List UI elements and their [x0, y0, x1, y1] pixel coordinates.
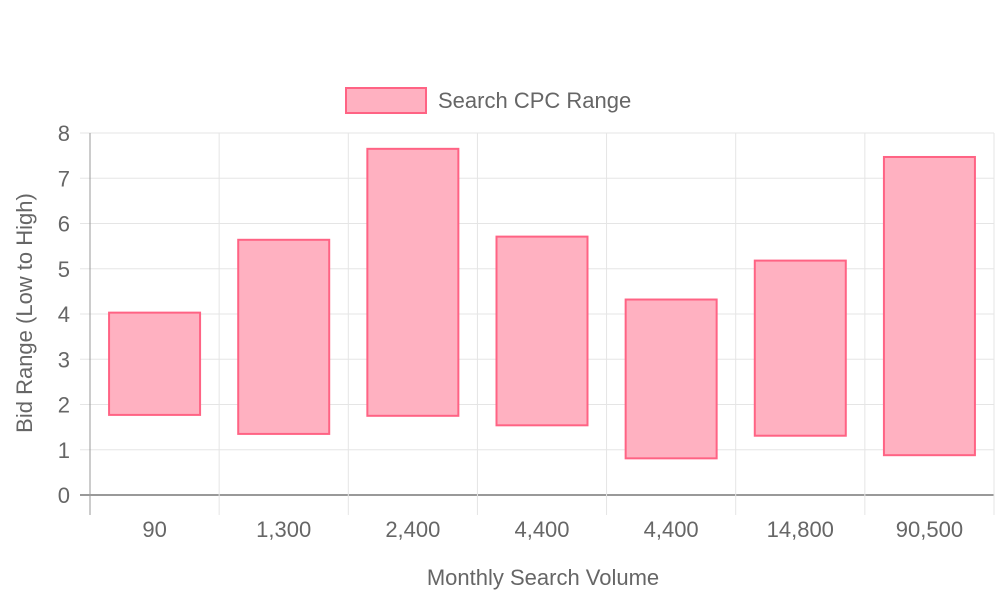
x-tick-label: 2,400: [385, 517, 440, 542]
bar-1[interactable]: [237, 238, 331, 435]
bar-3[interactable]: [495, 235, 589, 427]
y-tick-label: 4: [58, 302, 70, 327]
y-tick-label: 7: [58, 166, 70, 191]
y-axis-title: Bid Range (Low to High): [12, 193, 37, 433]
y-tick-label: 2: [58, 393, 70, 418]
x-tick-label: 90,500: [896, 517, 963, 542]
y-tick-label: 6: [58, 212, 70, 237]
bar-4[interactable]: [624, 298, 718, 460]
y-axis-ticks: 0 1 2 3 4 5 6 7 8: [58, 121, 70, 508]
x-tick-label: 90: [142, 517, 166, 542]
bar-2[interactable]: [366, 147, 460, 417]
x-tick-label: 4,400: [644, 517, 699, 542]
y-tick-label: 3: [58, 347, 70, 372]
legend-swatch: [345, 87, 427, 114]
x-tick-label: 14,800: [767, 517, 834, 542]
bar-0[interactable]: [108, 311, 202, 416]
y-tick-label: 1: [58, 438, 70, 463]
bar-5[interactable]: [753, 259, 847, 437]
y-tick-label: 5: [58, 257, 70, 282]
x-axis-ticks: 90 1,300 2,400 4,400 4,400 14,800 90,500: [142, 517, 963, 542]
legend-label: Search CPC Range: [438, 88, 631, 113]
y-tick-label: 0: [58, 483, 70, 508]
bars: [108, 147, 976, 460]
x-tick-label: 4,400: [514, 517, 569, 542]
x-axis-title: Monthly Search Volume: [427, 565, 659, 590]
legend[interactable]: Search CPC Range: [345, 87, 631, 114]
x-tick-label: 1,300: [256, 517, 311, 542]
bar-6[interactable]: [882, 155, 976, 457]
y-tick-label: 8: [58, 121, 70, 146]
